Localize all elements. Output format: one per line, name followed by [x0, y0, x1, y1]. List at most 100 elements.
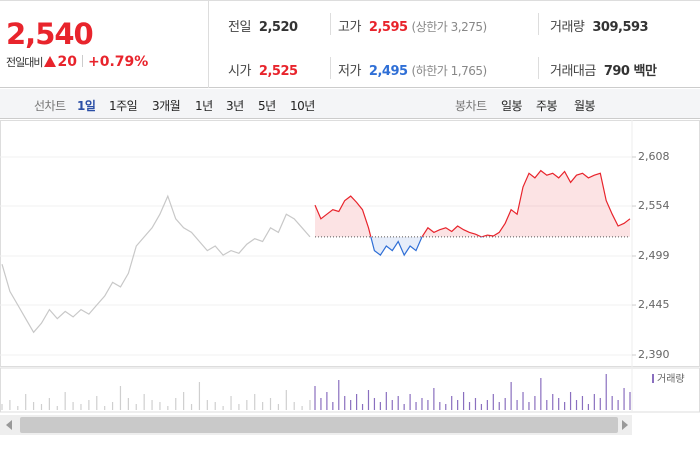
volume-bar — [504, 398, 506, 410]
volume-bar — [462, 392, 465, 410]
volume-bar — [397, 396, 399, 410]
volume-bar — [439, 402, 441, 410]
volume-bar — [403, 404, 405, 410]
volume-bar — [198, 382, 201, 410]
tab[interactable]: 주봉 — [536, 99, 558, 113]
volume-bar — [552, 394, 554, 410]
tab[interactable]: 1년 — [195, 99, 213, 113]
up-icon — [44, 56, 57, 67]
stat-value: 309,593 — [592, 20, 649, 35]
divider — [538, 13, 539, 35]
tab-group-label: 선차트 — [34, 99, 66, 113]
volume-bar — [151, 400, 153, 410]
stat-label: 전일 — [228, 20, 251, 35]
volume-bar — [332, 402, 334, 410]
y-tick-label: 2,445 — [638, 298, 670, 311]
volume-bar — [25, 394, 27, 410]
volume-bar — [516, 400, 518, 410]
separator — [81, 55, 83, 67]
change-rate: +0.79% — [87, 54, 149, 70]
scroll-right[interactable] — [622, 420, 628, 430]
volume-bar — [558, 398, 560, 410]
volume-bar — [379, 402, 381, 410]
tab[interactable]: 1주일 — [109, 99, 138, 113]
volume-bar — [314, 386, 316, 410]
volume-bar — [433, 388, 435, 410]
volume-bar — [617, 400, 619, 410]
volume-bar — [222, 406, 224, 410]
volume-bar — [104, 406, 106, 410]
volume-bar — [367, 390, 370, 410]
volume-bar — [285, 390, 287, 410]
volume-bar — [427, 400, 429, 410]
volume-bar — [167, 406, 169, 410]
volume-bar — [605, 374, 607, 410]
price-line — [314, 169, 631, 237]
stat-value: 2,520 — [258, 20, 298, 35]
stat-label: 거래대금 — [550, 64, 596, 79]
volume-bar — [522, 392, 524, 410]
stat-value: 2,495 — [368, 64, 408, 79]
change: 전일대비 20 +0.79% — [6, 54, 148, 70]
volume-bar — [269, 398, 272, 410]
y-tick-label: 2,390 — [638, 348, 670, 361]
volume-bar — [599, 398, 601, 410]
tab[interactable]: 월봉 — [574, 99, 596, 113]
volume-bar — [214, 402, 216, 410]
stat: 거래대금 790 백만 — [550, 60, 657, 79]
volume-bar — [56, 406, 58, 410]
volume-bar — [510, 382, 512, 410]
volume-bar — [254, 394, 256, 410]
volume-bar — [119, 386, 122, 410]
tab[interactable]: 10년 — [290, 99, 315, 113]
stat: 전일 2,520 — [228, 16, 298, 35]
volume-bar — [48, 398, 50, 410]
volume-bar — [183, 392, 185, 410]
volume-bar — [143, 394, 145, 410]
volume-bar — [528, 402, 530, 410]
current-price: 2,540 — [6, 17, 94, 51]
tab-bar: 선차트 1일 1주일 3개월 1년 3년 5년 10년 봉차트 일봉 주봉 월봉 — [0, 89, 700, 119]
volume-bar — [1, 404, 3, 410]
volume-bar — [40, 404, 43, 410]
volume-bar — [391, 400, 393, 410]
divider — [330, 13, 331, 35]
stat-value: 2,595 — [368, 20, 408, 35]
stat-label: 거래량 — [550, 20, 585, 35]
stat-note: (상한가 3,275) — [411, 20, 488, 34]
area-below — [315, 236, 630, 256]
tab[interactable]: 5년 — [258, 99, 276, 113]
volume-bar — [175, 398, 177, 410]
y-tick-label: 2,608 — [638, 150, 670, 163]
stat: 고가 2,595 (상한가 3,275) — [338, 16, 487, 35]
volume-bar — [17, 406, 19, 410]
volume-bar — [301, 406, 303, 410]
volume-bar — [262, 402, 264, 410]
volume-bar — [159, 402, 161, 410]
volume-bar — [564, 402, 566, 410]
volume-bar — [206, 400, 208, 410]
volume-bar — [581, 396, 584, 410]
volume-bar — [72, 402, 74, 410]
volume-bar — [338, 380, 340, 410]
volume-bar — [480, 404, 483, 410]
volume-bar — [326, 392, 328, 410]
tab[interactable]: 일봉 — [501, 99, 523, 113]
volume-bar — [593, 394, 595, 410]
volume-bar — [587, 404, 589, 410]
tab[interactable]: 1일 — [77, 99, 96, 113]
area-above — [315, 170, 630, 237]
volume-bar — [361, 404, 364, 410]
stat: 시가 2,525 — [228, 60, 298, 79]
tab[interactable]: 3개월 — [152, 99, 181, 113]
scroll-thumb[interactable] — [20, 417, 618, 433]
volume-bar — [88, 400, 90, 410]
tab[interactable]: 3년 — [226, 99, 244, 113]
volume-bar — [457, 400, 459, 410]
stat-label: 고가 — [338, 20, 361, 35]
volume-bar — [356, 394, 358, 410]
volume-bar — [9, 400, 11, 410]
volume-bar — [32, 402, 35, 410]
scroll-left[interactable] — [6, 420, 12, 430]
change-label: 전일대비 — [6, 56, 43, 69]
